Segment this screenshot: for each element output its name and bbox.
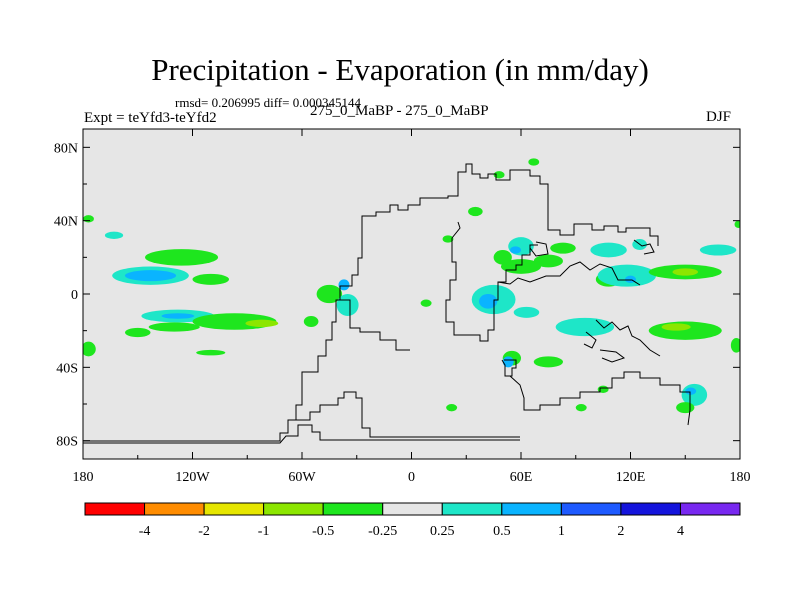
colorbar-box-4: [322, 502, 384, 516]
contour-feature-39: [699, 244, 737, 256]
contour-feature-50: [446, 404, 458, 412]
y-tick-label-2: 0: [71, 288, 78, 303]
contour-feature-2: [145, 249, 219, 266]
x-tick-label-4: 60E: [510, 470, 533, 485]
y-tick-label-4: 80S: [56, 435, 78, 450]
x-tick-label-6: 180: [730, 470, 751, 485]
contour-feature-24: [533, 254, 563, 268]
contour-feature-4: [83, 215, 94, 223]
colorbar-box-10: [679, 502, 741, 516]
colorbar-label-6: 0.5: [493, 524, 511, 539]
y-tick-label-1: 40N: [54, 215, 78, 230]
contour-feature-44: [730, 338, 740, 353]
colorbar-label-4: -0.25: [368, 524, 397, 539]
contour-feature-27: [479, 294, 498, 309]
y-axis: 80N 40N 0 40S 80S: [54, 141, 740, 450]
contour-feature-22: [493, 250, 512, 265]
contour-feature-48: [685, 387, 697, 395]
contour-feature-19: [420, 299, 432, 307]
contour-feature-8: [148, 322, 200, 332]
x-tick-label-0: 180: [73, 470, 94, 485]
colorbar-label-8: 2: [617, 524, 624, 539]
data-field: [83, 158, 740, 414]
contour-feature-29: [502, 356, 514, 368]
contour-feature-35: [597, 264, 657, 287]
contour-feature-18: [442, 235, 454, 243]
plot-background: [83, 129, 740, 459]
colorbar-box-1: [144, 502, 205, 516]
contour-feature-5: [192, 273, 229, 285]
contour-feature-51: [575, 404, 587, 412]
x-tick-label-2: 60W: [288, 470, 316, 485]
land-outline: [83, 163, 691, 444]
colorbar-label-5: 0.25: [430, 524, 455, 539]
colorbar-box-9: [620, 502, 681, 516]
chart-title: Precipitation - Evaporation (in mm/day): [151, 52, 649, 87]
y-tick-label-3: 40S: [56, 361, 78, 376]
colorbar-box-6: [441, 502, 503, 516]
contour-feature-49: [676, 402, 695, 414]
center-label: 275_0_MaBP - 275_0_MaBP: [310, 103, 489, 119]
colorbar-box-7: [501, 502, 562, 516]
contour-feature-33: [555, 317, 615, 337]
x-axis: 180 120W 60W 0 60E 120E 180: [73, 129, 751, 485]
contour-feature-11: [124, 327, 151, 338]
colorbar-label-9: 4: [677, 524, 684, 539]
x-tick-label-1: 120W: [175, 470, 210, 485]
contour-feature-13: [83, 341, 96, 357]
contour-feature-45: [734, 220, 740, 228]
y-tick-label-0: 80N: [54, 141, 78, 156]
contour-feature-7: [161, 313, 195, 319]
contour-feature-1: [124, 270, 177, 282]
contour-feature-43: [661, 323, 691, 331]
contour-feature-31: [510, 246, 521, 254]
stats-label: rmsd= 0.206995 diff= 0.000345144: [175, 95, 361, 110]
colorbar-label-1: -2: [198, 524, 210, 539]
contour-feature-17: [303, 316, 319, 327]
x-tick-label-5: 120E: [616, 470, 646, 485]
colorbar: -4 -2 -1 -0.5 -0.25 0.25 0.5 1 2 4: [84, 502, 741, 539]
contour-feature-12: [196, 349, 226, 356]
experiment-label: Expt = teYfd3-teYfd2: [84, 110, 217, 126]
contour-feature-38: [672, 268, 699, 276]
contour-feature-20: [468, 206, 483, 217]
colorbar-box-0: [84, 502, 146, 516]
contour-feature-32: [513, 306, 540, 318]
season-label: DJF: [706, 109, 732, 125]
contour-feature-10: [245, 319, 279, 328]
contour-feature-53: [528, 158, 540, 166]
colorbar-box-5: [382, 502, 443, 516]
colorbar-label-7: 1: [558, 524, 565, 539]
contour-feature-14: [316, 284, 343, 304]
colorbar-label-0: -4: [139, 524, 151, 539]
colorbar-label-2: -1: [258, 524, 270, 539]
contour-feature-21: [493, 171, 505, 179]
colorbar-box-3: [263, 502, 324, 516]
contour-feature-3: [104, 231, 124, 239]
contour-feature-16: [338, 279, 350, 291]
x-tick-label-3: 0: [408, 470, 415, 485]
contour-feature-40: [590, 242, 627, 258]
contour-feature-25: [550, 242, 576, 254]
contour-feature-46: [533, 356, 563, 368]
colorbar-box-2: [203, 502, 265, 516]
colorbar-box-8: [560, 502, 622, 516]
colorbar-label-3: -0.5: [312, 524, 334, 539]
